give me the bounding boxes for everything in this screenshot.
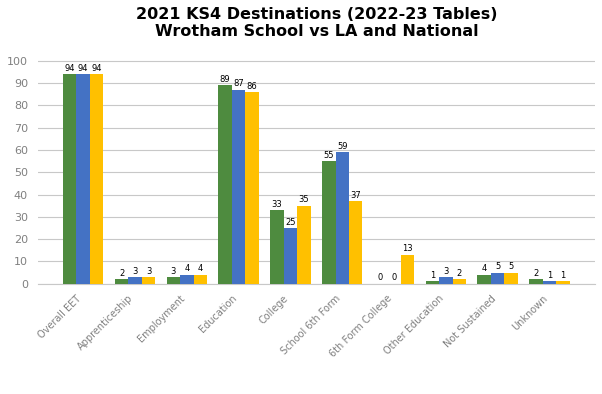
Title: 2021 KS4 Destinations (2022-23 Tables)
Wrotham School vs LA and National: 2021 KS4 Destinations (2022-23 Tables) W… xyxy=(135,7,497,39)
Text: 2: 2 xyxy=(533,269,539,278)
Bar xyxy=(349,201,362,284)
Bar xyxy=(335,152,349,284)
Text: 0: 0 xyxy=(378,273,383,282)
Bar xyxy=(115,279,128,284)
Text: 1: 1 xyxy=(430,271,435,280)
Text: 4: 4 xyxy=(184,264,190,273)
Bar xyxy=(194,275,207,284)
Text: 94: 94 xyxy=(92,64,102,73)
Text: 1: 1 xyxy=(560,271,566,280)
Text: 55: 55 xyxy=(323,151,334,160)
Text: 3: 3 xyxy=(171,267,176,276)
Bar xyxy=(504,273,518,284)
Bar xyxy=(543,281,556,284)
Bar xyxy=(180,275,194,284)
Text: 0: 0 xyxy=(391,273,397,282)
Text: 59: 59 xyxy=(337,142,347,151)
Bar xyxy=(270,210,284,284)
Bar xyxy=(284,228,297,284)
Bar xyxy=(63,74,76,284)
Bar xyxy=(297,206,311,284)
Text: 13: 13 xyxy=(402,244,413,253)
Bar xyxy=(426,281,439,284)
Bar xyxy=(453,279,466,284)
Text: 35: 35 xyxy=(299,195,309,204)
Bar xyxy=(529,279,543,284)
Bar xyxy=(128,277,141,284)
Text: 25: 25 xyxy=(285,217,296,227)
Text: 3: 3 xyxy=(146,267,151,276)
Text: 94: 94 xyxy=(64,64,75,73)
Text: 37: 37 xyxy=(350,191,361,200)
Text: 5: 5 xyxy=(509,262,514,271)
Bar xyxy=(232,90,246,284)
Bar xyxy=(477,275,491,284)
Text: 4: 4 xyxy=(197,264,203,273)
Bar xyxy=(556,281,569,284)
Text: 3: 3 xyxy=(443,267,448,276)
Text: 94: 94 xyxy=(78,64,88,73)
Text: 89: 89 xyxy=(220,75,231,84)
Bar xyxy=(439,277,453,284)
Text: 87: 87 xyxy=(233,80,244,89)
Text: 2: 2 xyxy=(119,269,124,278)
Bar xyxy=(246,92,259,284)
Text: 33: 33 xyxy=(272,200,282,209)
Text: 1: 1 xyxy=(547,271,552,280)
Text: 3: 3 xyxy=(132,267,138,276)
Bar xyxy=(219,85,232,284)
Text: 86: 86 xyxy=(247,82,258,91)
Bar xyxy=(401,255,414,284)
Bar xyxy=(491,273,504,284)
Text: 4: 4 xyxy=(482,264,487,273)
Text: 5: 5 xyxy=(495,262,500,271)
Bar xyxy=(76,74,90,284)
Text: 2: 2 xyxy=(457,269,462,278)
Bar xyxy=(90,74,104,284)
Bar xyxy=(167,277,180,284)
Bar xyxy=(322,161,335,284)
Bar xyxy=(141,277,155,284)
